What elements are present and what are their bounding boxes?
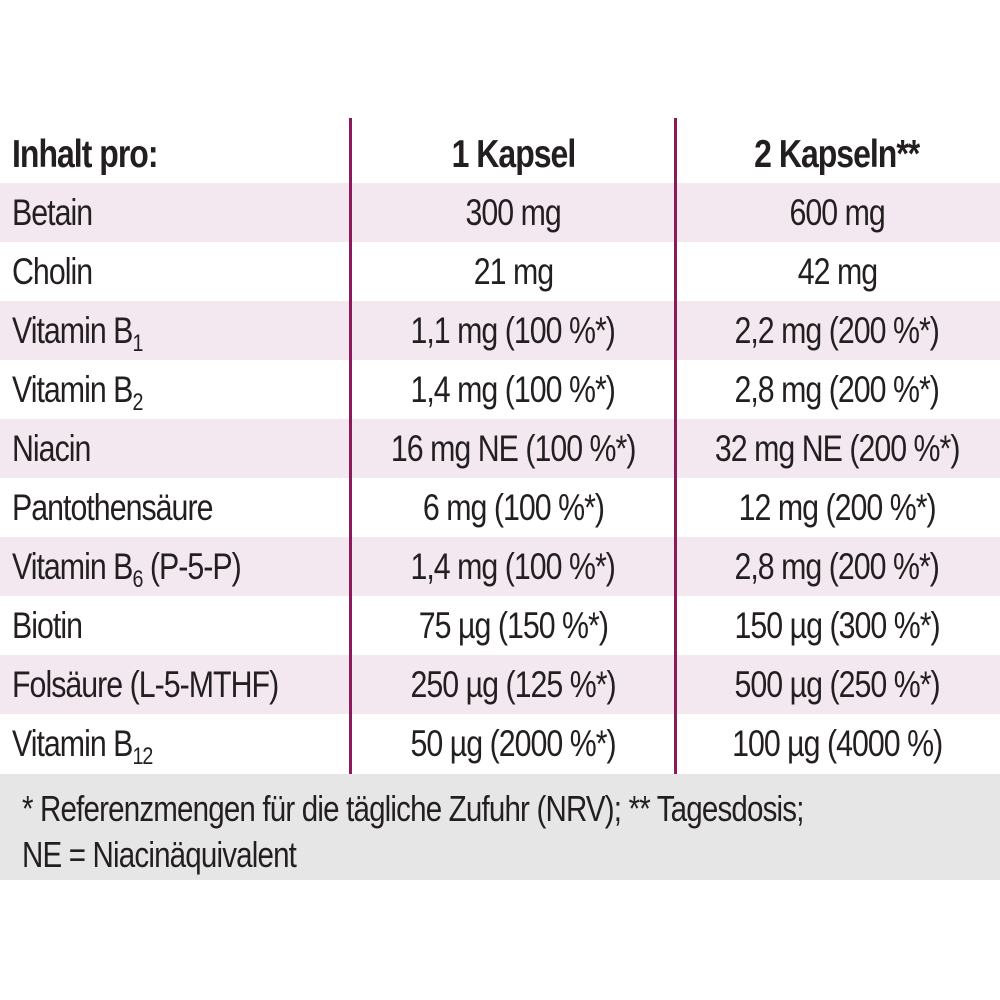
footnote-line-1: * Referenzmengen für die tägliche Zufuhr… (22, 788, 804, 829)
table-row: Cholin 21 mg 42 mg (0, 242, 1000, 301)
value-one-capsule: 6 mg (100 %*) (422, 486, 604, 528)
nutrient-name: Vitamin B12 (12, 722, 153, 770)
nutrient-name: Cholin (12, 250, 93, 292)
subscript: 12 (132, 742, 153, 770)
column-divider-1 (349, 118, 352, 774)
footnote: * Referenzmengen für die tägliche Zufuhr… (0, 774, 1000, 880)
value-two-capsules: 42 mg (797, 250, 877, 292)
value-one-capsule: 300 mg (465, 191, 561, 233)
value-one-capsule: 1,4 mg (100 %*) (410, 368, 616, 410)
nutrient-name: Niacin (12, 427, 91, 469)
nutrient-name: Vitamin B2 (12, 368, 143, 416)
table-row: Biotin 75 µg (150 %*) 150 µg (300 %*) (0, 596, 1000, 655)
header-label: Inhalt pro: (12, 133, 158, 176)
value-two-capsules: 600 mg (789, 191, 885, 233)
value-two-capsules: 150 µg (300 %*) (734, 604, 940, 646)
header-one-capsule: 1 Kapsel (451, 133, 576, 176)
value-two-capsules: 32 mg NE (200 %*) (714, 427, 961, 469)
value-two-capsules: 100 µg (4000 %) (731, 722, 943, 764)
value-one-capsule: 1,4 mg (100 %*) (410, 545, 616, 587)
header-two-capsules: 2 Kapseln** (754, 133, 920, 176)
table-row: Vitamin B6 (P-5-P) 1,4 mg (100 %*) 2,8 mg … (0, 537, 1000, 596)
value-one-capsule: 1,1 mg (100 %*) (410, 309, 616, 351)
nutrient-name: Betain (12, 191, 93, 233)
nutrient-name: Pantothensäure (12, 486, 213, 528)
subscript: 6 (132, 565, 143, 593)
column-divider-2 (674, 118, 677, 774)
value-two-capsules: 2,8 mg (200 %*) (734, 368, 940, 410)
subscript: 1 (132, 329, 143, 357)
table-header-row: Inhalt pro: 1 Kapsel 2 Kapseln** (0, 125, 1000, 183)
table-row: Niacin 16 mg NE (100 %*) 32 mg NE (200 %*) (0, 419, 1000, 478)
value-one-capsule: 250 µg (125 %*) (410, 663, 616, 705)
table-row: Folsäure (L-5-MTHF) 250 µg (125 %*) 500 µg… (0, 655, 1000, 714)
value-two-capsules: 2,8 mg (200 %*) (734, 545, 940, 587)
table-body: Betain 300 mg 600 mg Cholin 21 mg 42 mg Vitami… (0, 183, 1000, 773)
value-one-capsule: 16 mg NE (100 %*) (390, 427, 637, 469)
value-two-capsules: 500 µg (250 %*) (734, 663, 940, 705)
footnote-line-2: NE = Niacinäquivalent (22, 834, 297, 875)
nutrient-name: Biotin (12, 604, 83, 646)
value-two-capsules: 12 mg (200 %*) (738, 486, 936, 528)
table-row: Vitamin B1 1,1 mg (100 %*) 2,2 mg (200 %*) (0, 301, 1000, 360)
nutrient-name: Vitamin B6 (P-5-P) (12, 545, 242, 593)
table-row: Vitamin B12 50 µg (2000 %*) 100 µg (4000 %… (0, 714, 1000, 773)
nutrient-name: Folsäure (L-5-MTHF) (12, 663, 279, 705)
table-row: Betain 300 mg 600 mg (0, 183, 1000, 242)
nutrient-name: Vitamin B1 (12, 309, 143, 357)
value-one-capsule: 50 µg (2000 %*) (410, 722, 616, 764)
subscript: 2 (132, 388, 143, 416)
value-one-capsule: 75 µg (150 %*) (418, 604, 608, 646)
nutrition-table: Inhalt pro: 1 Kapsel 2 Kapseln** Betain 3… (0, 125, 1000, 773)
table-row: Pantothensäure 6 mg (100 %*) 12 mg (200 %*… (0, 478, 1000, 537)
value-two-capsules: 2,2 mg (200 %*) (734, 309, 940, 351)
table-row: Vitamin B2 1,4 mg (100 %*) 2,8 mg (200 %*) (0, 360, 1000, 419)
value-one-capsule: 21 mg (473, 250, 553, 292)
